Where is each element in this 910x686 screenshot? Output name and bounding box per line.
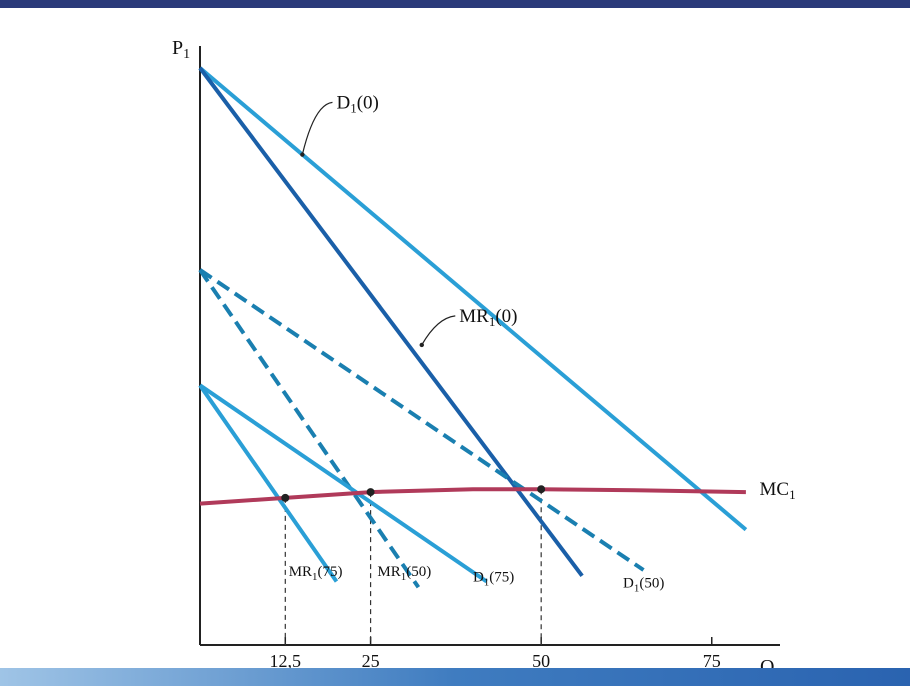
x-tick-label: 50 <box>532 651 550 671</box>
labels-layer: D1(0) MR1(0) D1(50) MR1(50) D1(75) MR1(75) MC1 <box>289 92 796 594</box>
guides-layer <box>284 489 542 645</box>
y-axis-label: P1 <box>172 37 190 62</box>
x-tick-label: 25 <box>362 651 380 671</box>
series-label-mr10: MR1(0) <box>459 306 517 329</box>
label-pointer-arrow <box>421 315 456 346</box>
points-layer <box>281 485 546 502</box>
x-tick-label: 12,5 <box>270 651 302 671</box>
label-pointer-tip <box>300 152 305 157</box>
bottom-decorative-band <box>0 668 910 686</box>
intersection-point <box>537 485 546 494</box>
series-label-d150: D1(50) <box>623 575 664 594</box>
series-line-mr175 <box>198 384 339 583</box>
label-pointer-tip <box>419 342 424 348</box>
series-layer <box>198 66 748 589</box>
series-label-mr150: MR1(50) <box>377 564 431 583</box>
series-label-d10: D1(0) <box>336 92 378 115</box>
series-label-mr175: MR1(75) <box>289 564 343 583</box>
intersection-point <box>281 493 290 502</box>
top-decorative-band <box>0 0 910 8</box>
series-line-d175 <box>198 383 488 584</box>
series-line-mr150 <box>198 268 421 589</box>
intersection-point <box>366 488 375 497</box>
series-line-d150 <box>198 268 645 572</box>
x-tick-label: 75 <box>703 651 721 671</box>
series-label-mc1: MC1 <box>760 479 796 502</box>
label-pointer-arrow <box>301 101 333 155</box>
series-label-d175: D1(75) <box>473 570 514 589</box>
series-line-d10 <box>198 66 748 532</box>
